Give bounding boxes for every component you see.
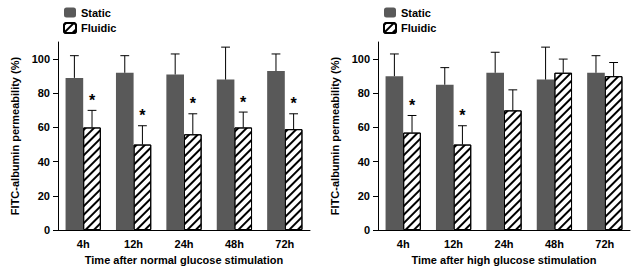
svg-text:Static: Static (81, 7, 111, 19)
svg-text:12h: 12h (444, 238, 463, 250)
svg-text:0: 0 (364, 224, 370, 236)
svg-text:FITC-albumin permeability (%): FITC-albumin permeability (%) (329, 57, 341, 216)
svg-text:72h: 72h (595, 238, 614, 250)
svg-text:12h: 12h (124, 238, 143, 250)
svg-text:60: 60 (358, 121, 370, 133)
svg-text:*: * (240, 94, 247, 111)
svg-text:20: 20 (358, 190, 370, 202)
svg-text:80: 80 (38, 87, 50, 99)
svg-text:24h: 24h (175, 238, 194, 250)
svg-text:Time after high glucose stimul: Time after high glucose stimulation (412, 254, 597, 266)
svg-text:*: * (89, 92, 96, 109)
svg-text:40: 40 (38, 156, 50, 168)
svg-text:*: * (291, 95, 298, 112)
svg-text:100: 100 (32, 53, 50, 65)
svg-text:40: 40 (358, 156, 370, 168)
svg-text:4h: 4h (397, 238, 410, 250)
svg-text:48h: 48h (225, 238, 244, 250)
svg-text:24h: 24h (495, 238, 514, 250)
svg-text:80: 80 (358, 87, 370, 99)
svg-text:60: 60 (38, 121, 50, 133)
svg-text:FITC-albumin permeability (%): FITC-albumin permeability (%) (9, 57, 21, 216)
svg-text:Time after normal glucose stim: Time after normal glucose stimulation (85, 254, 284, 266)
svg-text:*: * (190, 95, 197, 112)
svg-text:*: * (459, 107, 466, 124)
svg-text:4h: 4h (77, 238, 90, 250)
svg-text:20: 20 (38, 190, 50, 202)
svg-text:100: 100 (352, 53, 370, 65)
svg-text:Fluidic: Fluidic (401, 22, 436, 34)
svg-text:0: 0 (44, 224, 50, 236)
svg-text:*: * (409, 97, 416, 114)
svg-text:72h: 72h (275, 238, 294, 250)
svg-text:Fluidic: Fluidic (81, 22, 116, 34)
svg-text:*: * (139, 107, 146, 124)
svg-text:Static: Static (401, 7, 431, 19)
svg-text:48h: 48h (545, 238, 564, 250)
